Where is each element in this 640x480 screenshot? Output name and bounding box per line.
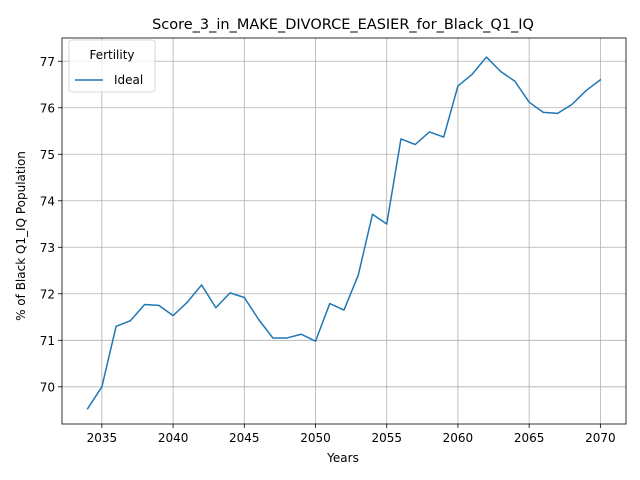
data-point xyxy=(272,337,274,339)
data-point xyxy=(343,309,345,311)
x-tick-label: 2060 xyxy=(443,431,474,445)
data-point xyxy=(372,213,374,215)
y-tick-label: 76 xyxy=(40,101,55,115)
data-point xyxy=(443,136,445,138)
y-tick-label: 71 xyxy=(40,334,55,348)
data-point xyxy=(215,307,217,309)
x-axis-label: Years xyxy=(326,451,359,465)
data-point xyxy=(158,305,160,307)
chart-title: Score_3_in_MAKE_DIVORCE_EASIER_for_Black… xyxy=(152,17,534,33)
data-point xyxy=(386,223,388,225)
x-tick-label: 2035 xyxy=(87,431,118,445)
data-point xyxy=(101,386,103,388)
data-point xyxy=(87,408,89,410)
y-axis-ticks: 70 71 72 73 74 75 76 77 xyxy=(40,55,62,394)
data-point xyxy=(543,112,545,114)
data-point xyxy=(172,315,174,317)
data-point xyxy=(457,85,459,87)
y-tick-label: 72 xyxy=(40,287,55,301)
data-point xyxy=(514,80,516,82)
series-layer xyxy=(86,56,602,410)
data-point xyxy=(244,297,246,299)
data-point xyxy=(144,304,146,306)
data-point xyxy=(528,101,530,103)
data-point xyxy=(486,56,488,58)
data-point xyxy=(557,113,559,115)
x-tick-label: 2065 xyxy=(514,431,545,445)
data-point xyxy=(585,90,587,92)
x-tick-label: 2045 xyxy=(229,431,260,445)
y-tick-label: 75 xyxy=(40,148,55,162)
y-tick-label: 74 xyxy=(40,194,55,208)
data-point xyxy=(115,326,117,328)
y-tick-label: 77 xyxy=(40,55,55,69)
data-point xyxy=(300,333,302,335)
data-point xyxy=(286,337,288,339)
legend-label-ideal: Ideal xyxy=(114,73,143,87)
data-point xyxy=(130,320,132,322)
data-point xyxy=(500,71,502,73)
data-point xyxy=(329,303,331,305)
data-point xyxy=(315,340,317,342)
data-point xyxy=(571,104,573,106)
plot-frame xyxy=(61,37,627,425)
data-point xyxy=(229,292,231,294)
grid xyxy=(62,38,626,424)
x-tick-label: 2050 xyxy=(300,431,331,445)
y-tick-label: 73 xyxy=(40,241,55,255)
data-point xyxy=(258,319,260,321)
legend-title: Fertility xyxy=(89,48,134,62)
x-tick-label: 2055 xyxy=(371,431,402,445)
legend-box xyxy=(68,39,156,93)
data-point xyxy=(201,284,203,286)
data-point xyxy=(357,274,359,276)
data-point xyxy=(400,138,402,140)
y-tick-label: 70 xyxy=(40,380,55,394)
x-axis-ticks: 2035 2040 2045 2050 2055 2060 2065 2070 xyxy=(87,424,616,445)
data-point xyxy=(600,79,602,81)
series-line-0 xyxy=(86,56,602,410)
x-tick-label: 2070 xyxy=(585,431,616,445)
legend: Fertility Ideal xyxy=(68,39,156,93)
data-point xyxy=(187,301,189,303)
data-point xyxy=(429,131,431,133)
data-point xyxy=(471,73,473,75)
x-tick-label: 2040 xyxy=(158,431,189,445)
data-point xyxy=(414,144,416,146)
y-axis-label: % of Black Q1_IQ Population xyxy=(14,151,28,321)
